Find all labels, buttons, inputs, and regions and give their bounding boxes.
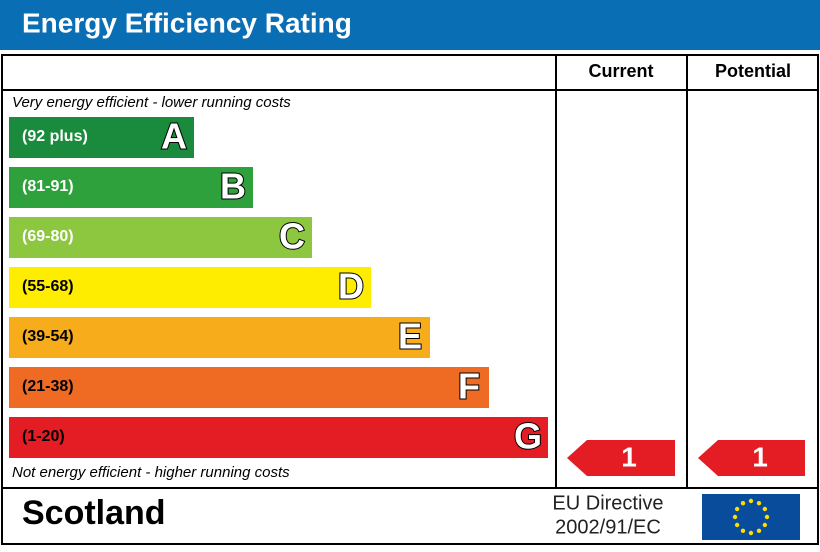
band-bar: [9, 417, 548, 458]
eu-star: [762, 506, 768, 512]
band-letter: G: [514, 416, 542, 457]
current-arrow: [567, 440, 675, 476]
directive: 2002/91/EC: [555, 516, 661, 538]
directive: EU Directive: [552, 492, 663, 514]
band-range: (1-20): [22, 428, 65, 445]
eu-star: [732, 514, 738, 520]
header-bar: [0, 0, 820, 50]
eu-star: [740, 500, 746, 506]
eu-star: [734, 506, 740, 512]
eu-star: [734, 522, 740, 528]
region: Scotland: [22, 494, 166, 532]
eu-star: [756, 528, 762, 534]
column-header: Potential: [715, 61, 791, 81]
potential-arrow: [698, 440, 805, 476]
band-range: (39-54): [22, 328, 74, 345]
band-letter: C: [279, 216, 305, 257]
band-bar: [9, 267, 371, 308]
band-range: (81-91): [22, 178, 74, 195]
band-letter: F: [458, 366, 480, 407]
bottom-note: Not energy efficient - higher running co…: [12, 464, 290, 481]
band-bar: [9, 167, 253, 208]
column-header: Current: [588, 61, 653, 81]
eu-star: [740, 528, 746, 534]
eu-star: [764, 514, 770, 520]
band-letter: D: [338, 266, 364, 307]
band-letter: B: [220, 166, 246, 207]
eu-star: [762, 522, 768, 528]
eu-star: [756, 500, 762, 506]
current-rating: 1: [621, 441, 637, 472]
band-range: (21-38): [22, 378, 74, 395]
band-letter: A: [161, 116, 187, 157]
eu-star: [748, 498, 754, 504]
title: Energy Efficiency Rating: [22, 7, 352, 38]
potential-rating: 1: [752, 441, 768, 472]
band-range: (69-80): [22, 228, 74, 245]
band-bar: [9, 217, 312, 258]
band-range: (92 plus): [22, 128, 88, 145]
band-letter: E: [398, 316, 422, 357]
top-note: Very energy efficient - lower running co…: [12, 94, 291, 111]
eu-stars: [732, 498, 770, 536]
band-bar: [9, 367, 489, 408]
eu-star: [748, 530, 754, 536]
band-bar: [9, 317, 430, 358]
frame: [1, 54, 819, 545]
band-range: (55-68): [22, 278, 74, 295]
band-bar: [9, 117, 194, 158]
